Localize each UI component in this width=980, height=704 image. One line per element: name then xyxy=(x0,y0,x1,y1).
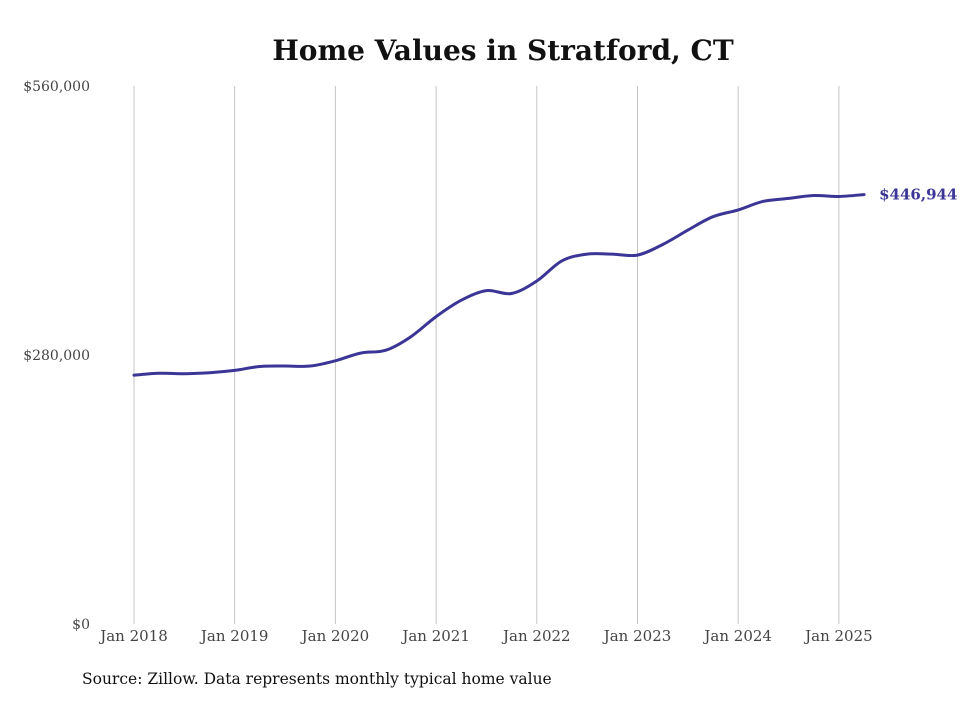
x-tick-label: Jan 2022 xyxy=(501,627,571,645)
x-tick-label: Jan 2018 xyxy=(98,627,168,645)
x-tick-label: Jan 2023 xyxy=(602,627,672,645)
y-axis-ticks: $0 $280,000 $560,000 xyxy=(23,79,90,633)
gridlines xyxy=(133,86,840,624)
x-tick-label: Jan 2021 xyxy=(400,627,470,645)
y-tick-label: $280,000 xyxy=(23,348,90,364)
source-note: Source: Zillow. Data represents monthly … xyxy=(82,670,552,688)
end-value-label: $446,944 xyxy=(879,186,957,204)
series-line xyxy=(132,193,866,377)
chart-title: Home Values in Stratford, CT xyxy=(272,34,733,67)
x-tick-label: Jan 2020 xyxy=(300,627,370,645)
x-axis-ticks: Jan 2018 Jan 2019 Jan 2020 Jan 2021 Jan 2022… xyxy=(98,627,872,645)
x-tick-label: Jan 2024 xyxy=(702,627,772,645)
y-tick-label: $560,000 xyxy=(23,79,90,95)
x-tick-label: Jan 2019 xyxy=(199,627,269,645)
y-tick-label: $0 xyxy=(72,617,90,633)
x-tick-label: Jan 2025 xyxy=(803,627,873,645)
